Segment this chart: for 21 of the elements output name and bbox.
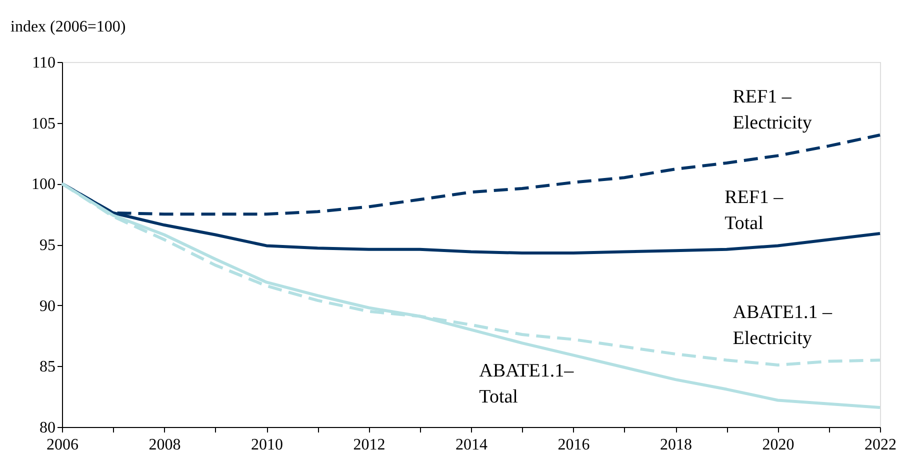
x-tick-label: 2012 bbox=[353, 436, 386, 454]
series-label: REF1 – Total bbox=[724, 186, 784, 234]
x-tick-label: 2020 bbox=[762, 436, 794, 454]
series-label: ABATE1.1 – Electricity bbox=[732, 302, 832, 349]
series-label: ABATE1.1– Total bbox=[479, 360, 574, 408]
x-tick-label: 2006 bbox=[46, 436, 78, 454]
y-tick-label: 85 bbox=[40, 358, 56, 376]
y-tick-label: 110 bbox=[32, 54, 56, 72]
x-tick-label: 2018 bbox=[660, 436, 692, 454]
x-tick-label: 2010 bbox=[251, 436, 283, 454]
series-label: REF1 – Electricity bbox=[732, 86, 812, 134]
x-tick-label: 2014 bbox=[456, 436, 488, 454]
x-tick-label: 2022 bbox=[864, 436, 896, 454]
y-tick-label: 80 bbox=[40, 420, 56, 436]
x-tick-label: 2008 bbox=[148, 436, 181, 454]
y-tick-label: 100 bbox=[32, 176, 56, 194]
y-tick-label: 95 bbox=[40, 237, 56, 254]
y-tick-label: 105 bbox=[32, 115, 56, 132]
x-tick-label: 2016 bbox=[558, 436, 590, 454]
y-tick-label: 90 bbox=[40, 298, 56, 315]
y-axis-title: index (2006=100) bbox=[10, 18, 126, 36]
